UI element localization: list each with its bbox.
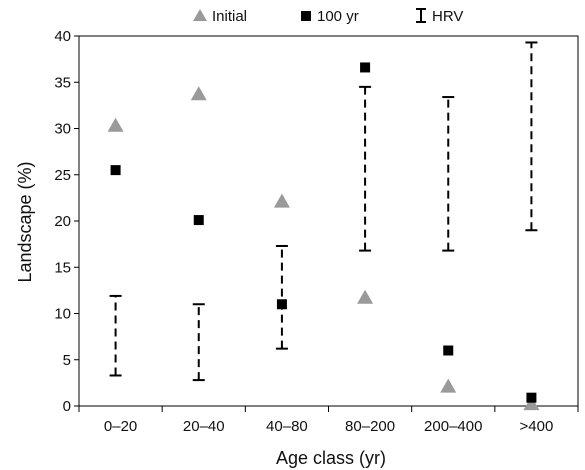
- legend-100yr-label: 100 yr: [317, 8, 359, 25]
- year100-point: [443, 345, 454, 356]
- y-tick-label: 35: [54, 74, 71, 91]
- x-tick-label: 0–20: [104, 418, 137, 435]
- y-tick-label: 40: [54, 28, 71, 45]
- initial-point: [107, 117, 124, 132]
- y-tick-label: 0: [63, 398, 71, 415]
- x-tick-label: >400: [520, 418, 554, 435]
- legend: Initial 100 yr HRV: [193, 8, 463, 25]
- x-tick-label: 80–200: [345, 418, 395, 435]
- x-tick-label: 40–80: [266, 418, 308, 435]
- initial-point: [190, 86, 207, 101]
- y-tick-label: 10: [54, 306, 71, 323]
- year100-point: [276, 299, 287, 310]
- y-tick-label: 20: [54, 213, 71, 230]
- initial-point: [273, 193, 290, 208]
- initial-point: [440, 378, 457, 393]
- x-tick-label: 20–40: [183, 418, 225, 435]
- legend-hrv-marker: [416, 8, 426, 23]
- legend-initial-marker: [193, 9, 207, 21]
- initial-point: [523, 396, 540, 411]
- legend-100yr-marker: [301, 11, 311, 21]
- y-tick-label: 15: [54, 259, 71, 276]
- legend-hrv-label: HRV: [432, 8, 463, 25]
- y-tick-label: 25: [54, 167, 71, 184]
- initial-point: [357, 289, 374, 304]
- y-tick-label: 5: [63, 352, 71, 369]
- y-axis-title: Landscape (%): [15, 161, 35, 282]
- legend-initial-label: Initial: [212, 8, 247, 25]
- x-axis-title: Age class (yr): [276, 448, 386, 468]
- y-tick-label: 30: [54, 121, 71, 138]
- year100-point: [110, 165, 121, 176]
- year100-point: [526, 392, 537, 403]
- year100-point: [193, 215, 204, 226]
- year100-point: [360, 62, 371, 73]
- plot-frame: [78, 35, 579, 407]
- plot-area: 0 5 10 15 20 25 30 35 40 0–20 20–40 40–80 80–200 200–…: [54, 28, 579, 435]
- x-tick-label: 200–400: [424, 418, 482, 435]
